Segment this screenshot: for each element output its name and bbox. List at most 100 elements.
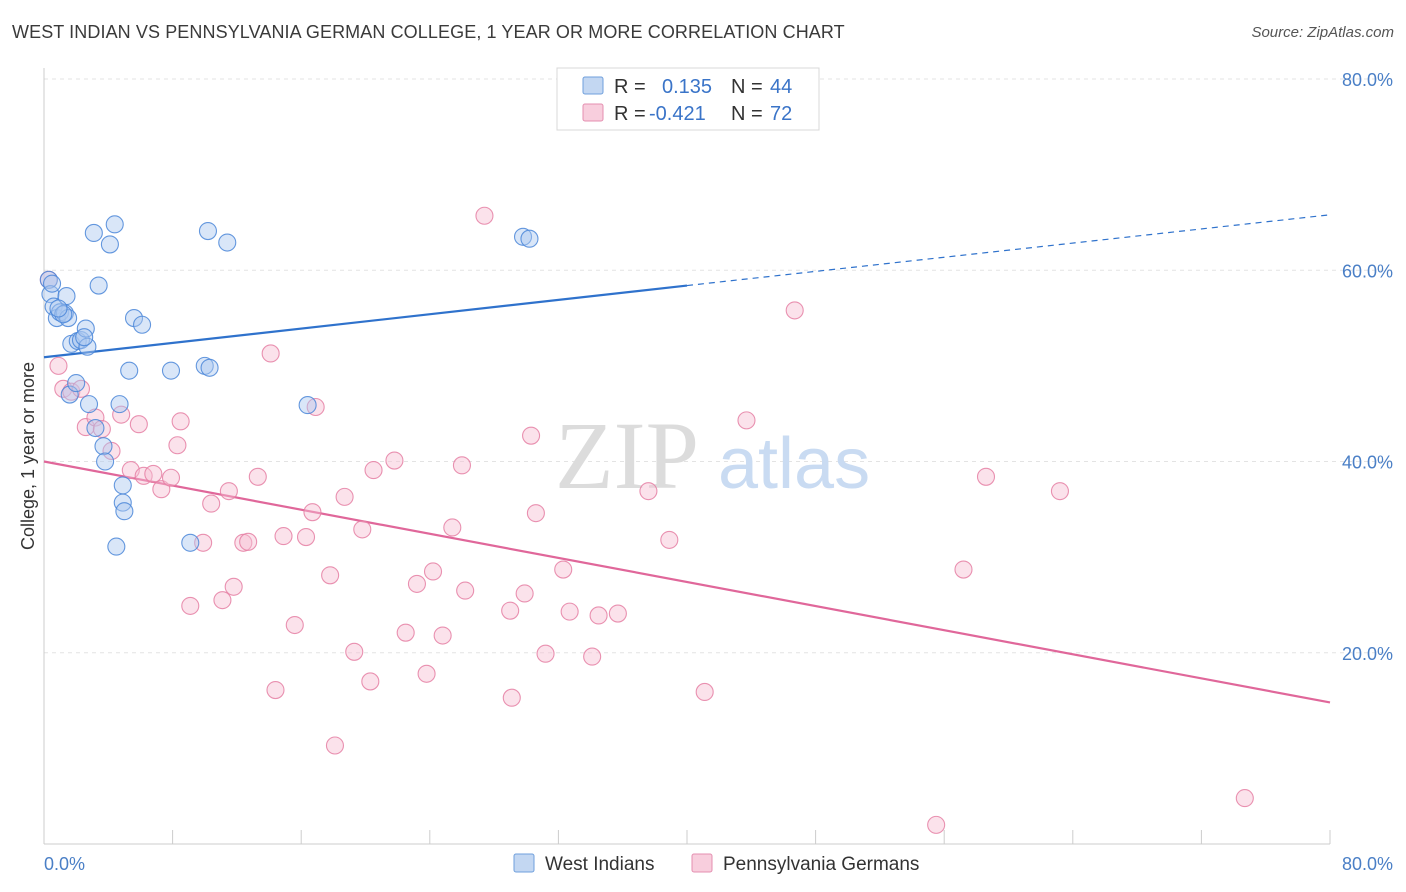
point-pennsylvania-germans-41 [385, 451, 404, 470]
point-pennsylvania-germans-26 [248, 467, 267, 486]
bottom-legend-west-indians: West Indians [545, 854, 654, 875]
x-tick-label-max: 80.0% [1342, 854, 1393, 874]
point-pennsylvania-germans-23 [224, 577, 243, 596]
legend-n-label-blue: N = [731, 76, 763, 98]
point-pennsylvania-germans-55 [526, 504, 545, 523]
point-pennsylvania-germans-13 [144, 464, 163, 483]
point-west-indians-18 [89, 276, 108, 295]
point-pennsylvania-germans-57 [554, 560, 573, 579]
y-axis-label: College, 1 year or more [18, 362, 38, 550]
point-west-indians-35 [200, 358, 219, 377]
legend-box: R = 0.135 N = 44 R = -0.421 N = 72 [556, 67, 820, 131]
point-west-indians-19 [94, 437, 113, 456]
point-pennsylvania-germans-40 [364, 461, 383, 480]
point-west-indians-39 [520, 229, 539, 248]
legend-n-value-pink: 72 [770, 103, 792, 125]
point-west-indians-23 [107, 537, 126, 556]
point-pennsylvania-germans-27 [261, 344, 280, 363]
point-pennsylvania-germans-1 [49, 356, 68, 375]
point-west-indians-14 [78, 337, 97, 356]
point-pennsylvania-germans-34 [321, 566, 340, 585]
watermark: ZIP atlas [555, 402, 870, 509]
point-pennsylvania-germans-60 [589, 606, 608, 625]
y-tick-label-3: 80.0% [1342, 70, 1393, 90]
bottom-legend-swatch-west-indians [513, 853, 535, 873]
point-pennsylvania-germans-54 [522, 426, 541, 445]
bottom-legend-pennsylvania-germans: Pennsylvania Germans [723, 854, 919, 875]
point-west-indians-37 [298, 396, 317, 415]
point-west-indians-27 [115, 502, 134, 521]
point-pennsylvania-germans-61 [608, 604, 627, 623]
watermark-zip: ZIP [555, 402, 699, 509]
point-pennsylvania-germans-17 [171, 412, 190, 431]
point-pennsylvania-germans-15 [161, 468, 181, 487]
trend-line-pennsylvania-germans [43, 460, 1331, 704]
point-pennsylvania-germans-37 [345, 642, 364, 661]
point-west-indians-43 [49, 299, 68, 318]
point-west-indians-20 [96, 452, 115, 471]
point-pennsylvania-germans-49 [456, 581, 475, 600]
point-west-indians-16 [86, 418, 105, 438]
point-pennsylvania-germans-70 [1050, 482, 1069, 501]
bottom-legend: West Indians Pennsylvania Germans [513, 853, 919, 875]
legend-r-value-pink: -0.421 [649, 103, 706, 125]
point-pennsylvania-germans-58 [560, 602, 579, 621]
legend-n-label-pink: N = [731, 103, 763, 125]
point-pennsylvania-germans-33 [303, 503, 322, 522]
point-west-indians-12 [71, 331, 91, 350]
point-pennsylvania-germans-48 [452, 456, 472, 475]
point-west-indians-32 [181, 533, 200, 552]
point-west-indians-22 [105, 215, 124, 234]
point-west-indians-34 [198, 221, 218, 241]
point-pennsylvania-germans-30 [285, 615, 304, 635]
point-pennsylvania-germans-21 [213, 591, 232, 610]
point-pennsylvania-germans-45 [423, 562, 443, 581]
point-pennsylvania-germans-68 [954, 560, 973, 579]
point-west-indians-41 [54, 305, 73, 324]
bottom-legend-swatch-pennsylvania-germans [691, 853, 713, 873]
y-tick-labels: 20.0% 40.0% 60.0% 80.0% [1342, 70, 1393, 664]
point-west-indians-17 [84, 223, 103, 243]
point-pennsylvania-germans-39 [361, 672, 380, 691]
point-pennsylvania-germans-47 [443, 518, 462, 537]
point-pennsylvania-germans-44 [417, 664, 436, 683]
point-pennsylvania-germans-28 [266, 680, 285, 700]
y-tick-label-2: 60.0% [1342, 261, 1393, 281]
point-pennsylvania-germans-52 [502, 688, 521, 707]
point-pennsylvania-germans-16 [168, 436, 187, 455]
point-west-indians-25 [113, 476, 132, 495]
gridlines [44, 78, 1393, 654]
point-pennsylvania-germans-36 [335, 487, 354, 506]
trend-line-west-indians-extension [686, 214, 1331, 287]
legend-r-label-pink: R = [614, 103, 646, 125]
point-pennsylvania-germans-43 [407, 574, 426, 593]
point-west-indians-10 [67, 374, 86, 393]
point-pennsylvania-germans-53 [515, 584, 534, 603]
point-west-indians-9 [60, 385, 79, 404]
watermark-atlas: atlas [718, 424, 870, 504]
point-pennsylvania-germans-71 [1235, 789, 1254, 808]
point-pennsylvania-germans-65 [737, 411, 756, 430]
data-points [39, 206, 1254, 834]
point-west-indians-36 [218, 233, 237, 252]
legend-r-value-blue: 0.135 [662, 76, 712, 98]
point-pennsylvania-germans-20 [202, 494, 221, 513]
source-label: Source: ZipAtlas.com [1251, 24, 1394, 41]
point-west-indians-42 [75, 328, 94, 347]
y-tick-label-0: 20.0% [1342, 644, 1393, 664]
legend-swatch-pink [582, 103, 604, 122]
point-pennsylvania-germans-63 [660, 530, 679, 549]
point-pennsylvania-germans-62 [639, 482, 658, 501]
point-west-indians-21 [100, 235, 119, 254]
point-pennsylvania-germans-66 [785, 301, 804, 320]
legend-r-label-blue: R = [614, 76, 646, 98]
point-west-indians-15 [79, 395, 99, 414]
trend-line-west-indians [43, 284, 688, 359]
point-pennsylvania-germans-56 [536, 644, 555, 663]
point-pennsylvania-germans-69 [976, 467, 996, 486]
point-west-indians-28 [120, 361, 139, 380]
point-west-indians-24 [110, 395, 129, 414]
x-tick-label-min: 0.0% [44, 854, 85, 874]
point-pennsylvania-germans-4 [71, 379, 91, 398]
